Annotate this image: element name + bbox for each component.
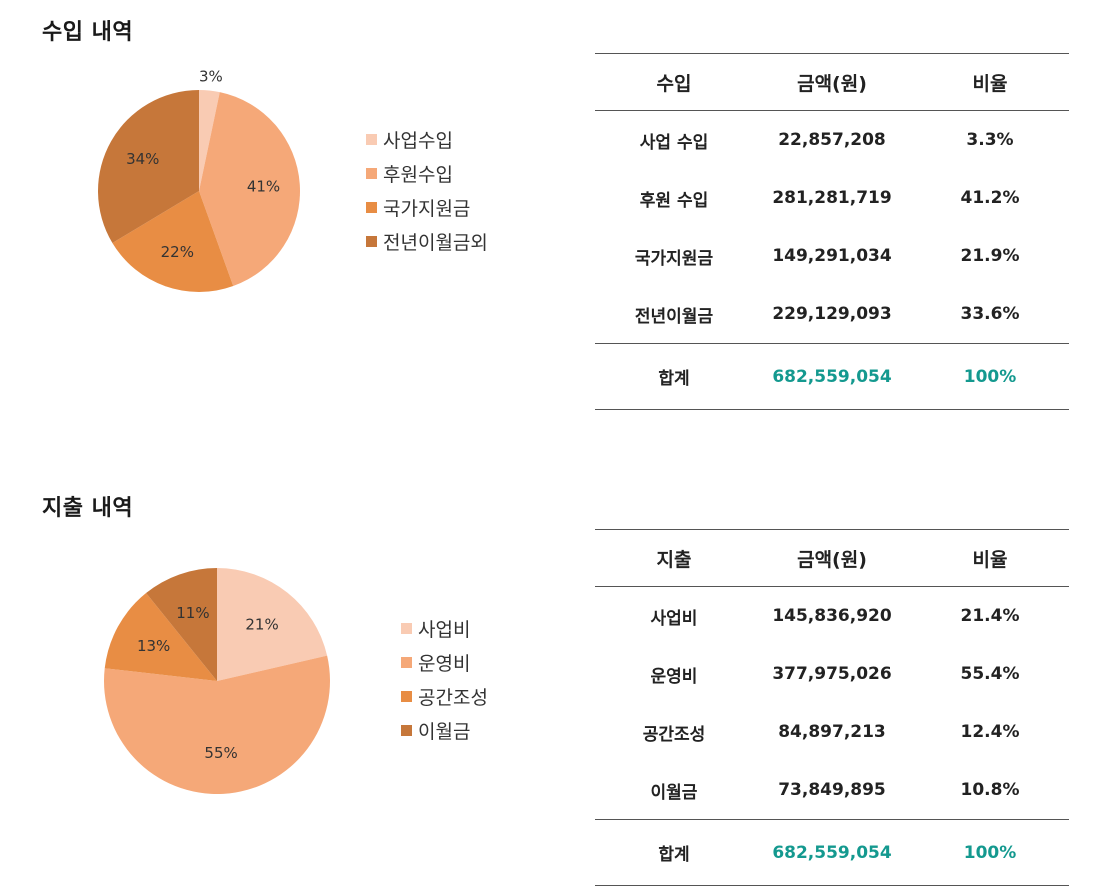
pie-data-label: 22% [161,243,194,261]
row-category: 사업비 [650,608,698,629]
row-category: 국가지원금 [634,248,714,269]
pie-data-label: 3% [199,68,223,86]
table-row: 전년이월금 229,129,093 33.6% [595,285,1069,344]
legend-label: 사업비 [418,618,471,641]
pie-slice-4 [146,568,217,681]
expense-table: 지출 금액(원) 비율 사업비 145,836,920 21.4% 운영비 37… [595,529,1069,886]
total-row: 합계 682,559,054 100% [595,343,1069,410]
table-row: 국가지원금 149,291,034 21.9% [595,227,1069,285]
expense-header-category: 지출 [595,529,753,587]
total-row: 합계 682,559,054 100% [595,819,1069,886]
table-row: 사업 수입 22,857,208 3.3% [595,111,1069,170]
legend-item: 국가지원금 [366,190,488,224]
income-header-amount: 금액(원) [753,53,911,111]
row-category: 사업 수입 [639,132,709,153]
row-category: 공간조성 [642,724,706,745]
row-ratio: 3.3% [966,130,1014,150]
legend-label: 국가지원금 [383,197,471,220]
income-pie-chart: 3% 41% 22% 34% [98,68,300,293]
pie-data-label: 34% [126,150,159,168]
expense-section-title: 지출 내역 [42,496,134,521]
pie-slice-1 [199,90,220,191]
legend-swatch [366,201,377,213]
total-label: 합계 [595,343,753,410]
row-category: 운영비 [650,666,698,687]
row-ratio: 21.4% [960,606,1020,626]
total-ratio: 100% [911,819,1069,886]
pie-data-label: 21% [245,615,278,633]
legend-swatch [401,656,412,668]
legend-swatch [401,724,412,736]
total-amount: 682,559,054 [753,343,911,410]
row-ratio: 10.8% [960,780,1020,800]
row-amount: 149,291,034 [772,246,892,266]
expense-table-header: 지출 금액(원) 비율 [595,529,1069,587]
row-ratio: 21.9% [960,246,1020,266]
total-label: 합계 [595,819,753,886]
legend-item: 이월금 [401,713,488,747]
pie-data-label: 13% [137,637,170,655]
pie-data-label: 41% [247,178,280,196]
total-ratio: 100% [911,343,1069,410]
pie-slice-1 [217,568,328,681]
row-amount: 84,897,213 [778,722,886,742]
legend-item: 사업수입 [366,122,488,156]
total-amount: 682,559,054 [753,819,911,886]
pie-data-label: 11% [176,604,209,622]
legend-swatch [401,622,412,634]
expense-pie-chart: 21% 55% 13% 11% [104,568,330,794]
row-amount: 377,975,026 [772,664,892,684]
pie-slice-2 [104,655,330,794]
pie-slice-3 [104,593,217,681]
pie-slice-4 [98,90,199,243]
legend-item: 사업비 [401,611,488,645]
legend-swatch [366,167,377,179]
legend-label: 공간조성 [418,686,488,709]
row-ratio: 33.6% [960,304,1020,324]
income-section-title: 수입 내역 [42,20,134,45]
legend-item: 공간조성 [401,679,488,713]
legend-swatch [401,690,412,702]
table-row: 운영비 377,975,026 55.4% [595,645,1069,703]
legend-swatch [366,235,377,247]
pie-slice-2 [199,92,300,287]
legend-label: 사업수입 [383,129,453,152]
legend-label: 이월금 [418,720,471,743]
pie-slice-3 [112,191,234,293]
row-category: 전년이월금 [634,306,714,327]
expense-header-ratio: 비율 [911,529,1069,587]
income-table-header: 수입 금액(원) 비율 [595,53,1069,111]
legend-label: 후원수입 [383,163,453,186]
row-ratio: 41.2% [960,188,1020,208]
row-amount: 229,129,093 [772,304,892,324]
income-table: 수입 금액(원) 비율 사업 수입 22,857,208 3.3% 후원 수입 … [595,53,1069,410]
row-ratio: 55.4% [960,664,1020,684]
pie-data-label: 55% [204,744,237,762]
legend-item: 후원수입 [366,156,488,190]
row-amount: 281,281,719 [772,188,892,208]
legend-swatch [366,133,377,145]
table-row: 사업비 145,836,920 21.4% [595,587,1069,646]
legend-label: 전년이월금외 [383,231,488,254]
row-amount: 145,836,920 [772,606,892,626]
table-row: 이월금 73,849,895 10.8% [595,761,1069,820]
legend-label: 운영비 [418,652,471,675]
legend-item: 운영비 [401,645,488,679]
row-amount: 73,849,895 [778,780,886,800]
row-category: 이월금 [650,782,698,803]
income-header-ratio: 비율 [911,53,1069,111]
expense-header-amount: 금액(원) [753,529,911,587]
table-row: 후원 수입 281,281,719 41.2% [595,169,1069,227]
row-ratio: 12.4% [960,722,1020,742]
table-row: 공간조성 84,897,213 12.4% [595,703,1069,761]
row-amount: 22,857,208 [778,130,886,150]
income-header-category: 수입 [595,53,753,111]
legend-item: 전년이월금외 [366,224,488,258]
row-category: 후원 수입 [639,190,709,211]
